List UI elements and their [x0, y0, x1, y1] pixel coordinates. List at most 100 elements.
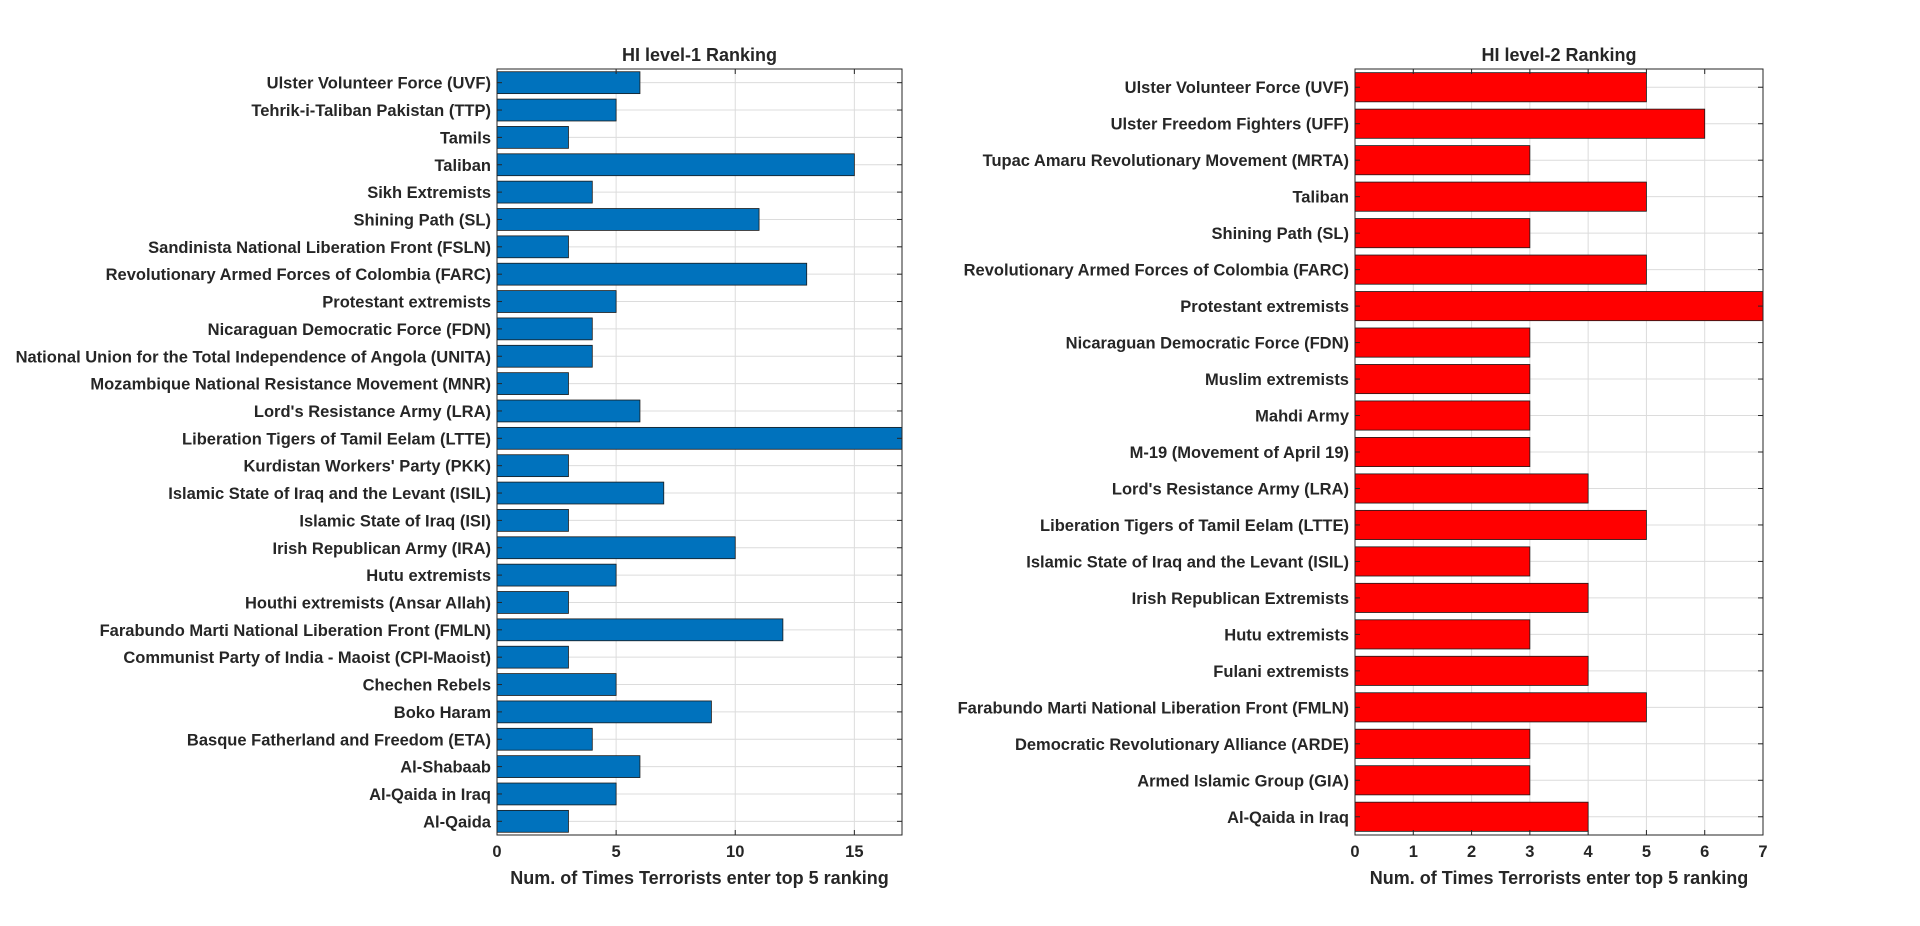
category-label: Al-Qaida — [423, 813, 492, 831]
category-label: Nicaraguan Democratic Force (FDN) — [208, 321, 491, 339]
bar — [1354, 72, 1647, 103]
category-label: Hutu extremists — [366, 567, 491, 585]
bar — [1354, 728, 1531, 759]
category-label: Al-Shabaab — [400, 759, 491, 777]
bar — [1354, 291, 1764, 322]
chart-title: HI level-1 Ranking — [622, 45, 777, 65]
bar — [1354, 546, 1531, 577]
category-label: M-19 (Movement of April 19) — [1130, 444, 1349, 462]
category-label: Liberation Tigers of Tamil Eelam (LTTE) — [182, 430, 491, 448]
category-label: National Union for the Total Independenc… — [16, 348, 491, 366]
bar — [496, 782, 617, 806]
bar — [496, 262, 808, 286]
bar — [1354, 473, 1589, 504]
category-label: Islamic State of Iraq and the Levant (IS… — [168, 485, 491, 503]
category-label: Democratic Revolutionary Alliance (ARDE) — [1015, 736, 1349, 754]
category-label: Sikh Extremists — [367, 184, 491, 202]
bar — [496, 98, 617, 122]
x-tick-label: 2 — [1467, 843, 1476, 861]
category-label: Farabundo Marti National Liberation Fron… — [100, 622, 491, 640]
bar — [1354, 509, 1647, 540]
category-label: Muslim extremists — [1205, 371, 1349, 389]
bar — [496, 536, 736, 560]
category-label: Ulster Freedom Fighters (UFF) — [1111, 116, 1349, 134]
x-tick-label: 3 — [1525, 843, 1534, 861]
x-tick-label: 10 — [726, 843, 744, 861]
x-axis-label: Num. of Times Terrorists enter top 5 ran… — [510, 868, 888, 888]
category-label: Revolutionary Armed Forces of Colombia (… — [964, 262, 1349, 280]
category-label: Protestant extremists — [322, 294, 491, 312]
category-label: Protestant extremists — [1180, 298, 1349, 316]
x-tick-label: 7 — [1758, 843, 1767, 861]
bar — [496, 399, 641, 423]
bar — [496, 344, 593, 368]
category-label: Nicaraguan Democratic Force (FDN) — [1066, 335, 1349, 353]
bar — [496, 591, 569, 614]
bar — [1354, 108, 1706, 139]
bar — [1354, 218, 1531, 249]
category-label: Tupac Amaru Revolutionary Movement (MRTA… — [983, 152, 1349, 170]
bar — [1354, 801, 1589, 832]
bar — [1354, 145, 1531, 176]
category-label: Boko Haram — [394, 704, 491, 722]
category-label: Ulster Volunteer Force (UVF) — [267, 75, 491, 93]
bar — [1354, 655, 1589, 686]
bar — [496, 809, 569, 833]
x-tick-label: 0 — [1350, 843, 1359, 861]
category-label: Kurdistan Workers' Party (PKK) — [243, 458, 491, 476]
bar — [1354, 254, 1647, 285]
bar — [1354, 582, 1589, 613]
category-label: Al-Qaida in Iraq — [369, 786, 491, 804]
bar — [496, 645, 569, 669]
category-label: Basque Fatherland and Freedom (ETA) — [187, 731, 491, 749]
x-tick-label: 4 — [1584, 843, 1594, 861]
bar — [1354, 400, 1531, 431]
category-label: Lord's Resistance Army (LRA) — [1112, 480, 1349, 498]
bar — [496, 563, 617, 587]
chart-level-1: Ulster Volunteer Force (UVF) Tehrik-i-Tal… — [16, 45, 903, 888]
category-label: Mahdi Army — [1255, 408, 1350, 426]
bar — [496, 618, 784, 642]
category-label: Al-Qaida in Iraq — [1227, 809, 1349, 827]
bar — [496, 426, 903, 450]
category-label: Tamils — [440, 129, 491, 147]
bar — [496, 235, 569, 259]
bar — [496, 208, 760, 231]
chart-title: HI level-2 Ranking — [1481, 45, 1636, 65]
x-tick-label: 5 — [612, 843, 621, 861]
category-label: Revolutionary Armed Forces of Colombia (… — [106, 266, 491, 284]
category-label: Taliban — [434, 157, 491, 175]
x-tick-label: 15 — [845, 843, 863, 861]
category-label: Islamic State of Iraq and the Levant (IS… — [1026, 553, 1349, 571]
bar — [496, 673, 617, 696]
x-tick-label: 1 — [1409, 843, 1418, 861]
category-label: Shining Path (SL) — [1212, 225, 1350, 243]
bar — [1354, 364, 1531, 395]
category-label: Chechen Rebels — [363, 677, 491, 695]
bar — [496, 700, 712, 724]
bar — [1354, 692, 1647, 723]
bar — [496, 727, 593, 751]
bar — [496, 509, 569, 532]
x-tick-label: 5 — [1642, 843, 1651, 861]
bar — [1354, 181, 1647, 212]
bar — [1354, 437, 1531, 467]
bar — [496, 180, 593, 204]
axes-box — [496, 68, 903, 836]
category-label: Taliban — [1292, 189, 1349, 207]
category-label: Farabundo Marti National Liberation Fron… — [958, 699, 1349, 717]
category-label: Islamic State of Iraq (ISI) — [299, 512, 491, 530]
bar — [496, 126, 569, 149]
bar — [496, 153, 855, 177]
category-label: Mozambique National Resistance Movement … — [90, 376, 491, 394]
category-label: Houthi extremists (Ansar Allah) — [245, 594, 491, 612]
category-label: Communist Party of India - Maoist (CPI-M… — [123, 649, 491, 667]
category-label: Fulani extremists — [1213, 663, 1349, 681]
category-label: Liberation Tigers of Tamil Eelam (LTTE) — [1040, 517, 1349, 535]
bar — [496, 290, 617, 313]
category-label: Irish Republican Extremists — [1132, 590, 1349, 608]
category-label: Irish Republican Army (IRA) — [272, 540, 491, 558]
bar — [496, 317, 593, 341]
bar — [496, 755, 641, 778]
bar — [496, 481, 665, 505]
